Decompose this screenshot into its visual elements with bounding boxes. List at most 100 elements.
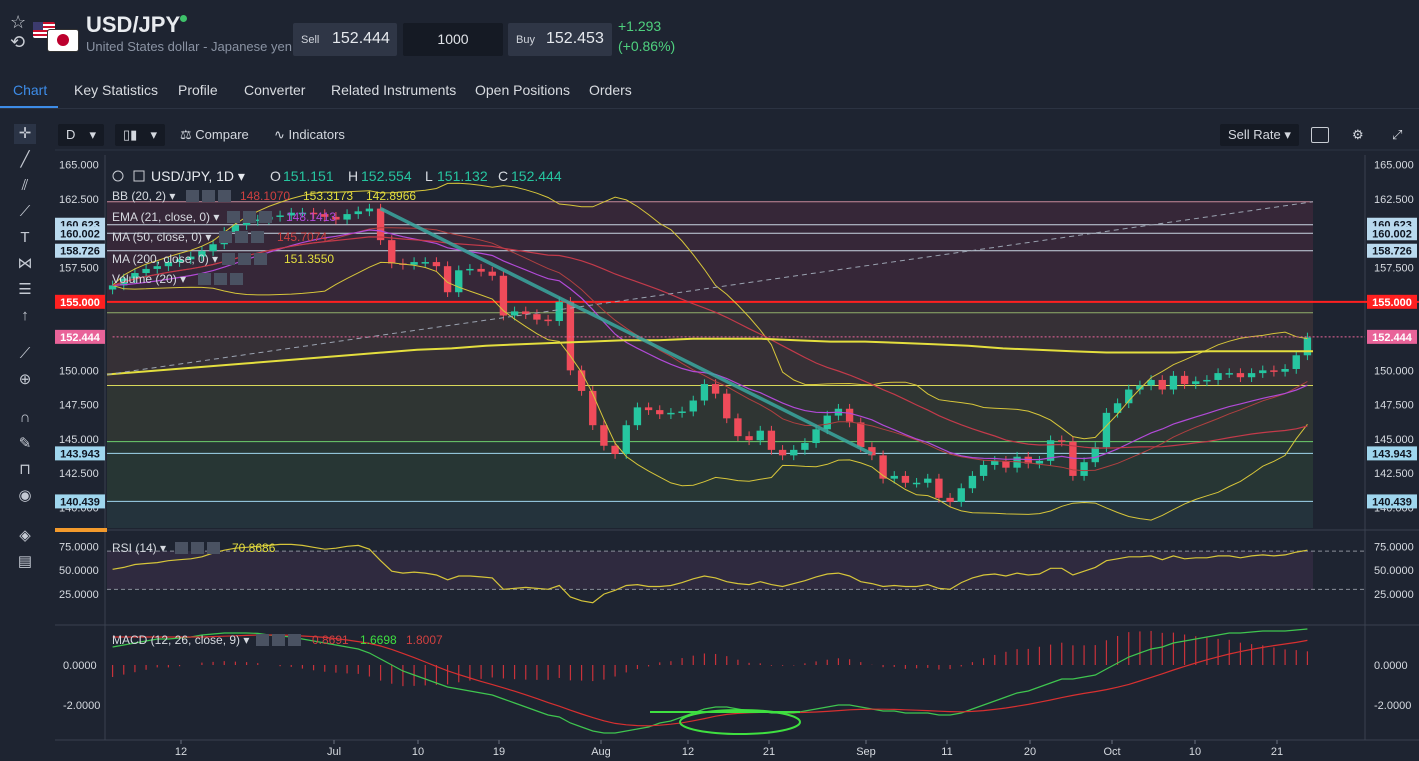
candle-body [198,251,206,257]
candle-body [790,449,798,456]
y-axis-label-left: 165.000 [59,160,99,172]
sell-label: Sell [301,34,320,46]
y-axis-label-left: 157.500 [59,263,99,275]
candle-body [287,212,295,216]
x-axis-label: 10 [412,746,424,758]
trash-icon[interactable]: ▤ [17,553,33,570]
fullscreen-frame-icon[interactable] [1311,127,1329,143]
tab-open-positions[interactable]: Open Positions [475,82,570,98]
candle-body [1192,381,1200,385]
tab-related-instruments[interactable]: Related Instruments [331,82,457,98]
sell-price: 152.444 [332,30,390,47]
candle-body [689,400,697,412]
legend-ema-label: EMA (21, close, 0) ▾ [112,210,219,224]
macd-axis-label-right: -2.0000 [1374,700,1411,712]
crosshair-icon[interactable]: ✛ [14,124,36,144]
favorite-star-icon[interactable]: ☆ ⟲ [10,12,27,52]
candle-body [756,430,764,441]
interval-value: D [66,127,76,142]
candle-body [1002,460,1010,468]
candle-body [979,464,988,476]
expand-icon[interactable]: ⤢ [1392,127,1403,142]
ruler-icon[interactable]: ⟋ [19,345,31,362]
fib-icon[interactable]: ⫽ [21,177,29,194]
legend-close-label: C [498,168,508,184]
ma200-line [106,337,1313,376]
active-tab-indicator [0,106,58,108]
candle-body [499,275,508,316]
price-tag-left [55,446,105,461]
macd-axis-label-left: 0.0000 [63,660,97,672]
legend-bb-value: 142.8966 [366,189,416,203]
candle-body [533,314,541,320]
tab-converter[interactable]: Converter [244,82,306,98]
candle-body [901,475,910,483]
candle-body [812,429,820,444]
interval-select[interactable]: D ▾ [58,124,104,146]
measure-icon[interactable]: ☰ [18,281,32,298]
tab-orders[interactable]: Orders [589,82,632,98]
buy-button[interactable]: Buy 152.453 [508,23,612,56]
zoom-icon[interactable]: ⊕ [18,371,32,388]
legend-volume-action-icon [230,273,243,285]
pitchfork-icon[interactable]: ⟋ [19,203,31,220]
candle-body [477,268,485,272]
legend-open-label: O [270,168,281,184]
candle-body [700,384,709,401]
candle-body [209,244,217,252]
price-tag-right [1367,446,1417,461]
layers-icon[interactable]: ◈ [19,527,31,544]
compare-button[interactable]: ⚖ Compare [180,124,249,146]
tab-bar: Chart Key Statistics Profile Converter R… [0,72,1419,109]
macd-signal-line [112,634,1308,727]
candle-body [175,259,184,263]
legend-ema-action-icon [227,211,240,223]
candle-body [991,460,999,465]
magnet-icon[interactable]: ∩ [19,409,31,426]
legend-low-label: L [425,168,433,184]
y-axis-label-left: 145.000 [59,434,99,446]
quantity-input[interactable]: 1000 [403,23,503,56]
drawing-toolbar: ✛ ╱ ⫽ ⟋ T ⋈ ☰ ↑ ⟋ ⊕ ∩ ✎ ⊓ ◉ ◈ ▤ [0,118,50,578]
candle-body [1203,379,1211,382]
price-tag-label-right: 160.002 [1372,228,1412,240]
candle-body [332,216,340,220]
text-icon[interactable]: T [20,229,30,246]
macd-line [112,628,1308,734]
candle-body [354,211,362,215]
legend-close-value: 152.444 [511,168,562,184]
price-tag-label-left: 158.726 [60,246,100,258]
tab-key-statistics[interactable]: Key Statistics [74,82,159,98]
candle-body [1013,456,1021,468]
legend-bb-label: BB (20, 2) ▾ [112,189,175,203]
x-axis-label: 12 [682,746,694,758]
candle-body [857,422,865,448]
candle-body [1270,370,1278,372]
chevron-down-icon: ▾ [150,127,157,142]
candle-body [388,240,396,264]
candle-body [321,214,329,217]
lock-drawing-icon[interactable]: ✎ [18,435,32,452]
settings-gear-icon[interactable]: ⚙ [1352,127,1364,142]
rate-select[interactable]: Sell Rate ▾ [1220,124,1299,146]
candle-body [589,390,597,426]
lock-icon[interactable]: ⊓ [19,461,31,478]
x-axis-label: 21 [1271,746,1283,758]
tab-chart[interactable]: Chart [13,82,48,98]
legend-bb-action-icon [202,190,215,202]
level-band [107,441,1313,502]
chart-type-select[interactable]: ▯▮ ▾ [115,124,165,146]
price-tag-left [55,243,105,258]
price-tag-left [55,294,105,309]
arrow-up-icon[interactable]: ↑ [21,307,29,324]
trend-line-icon[interactable]: ╱ [20,151,30,168]
candle-body [432,262,441,267]
eye-icon[interactable]: ◉ [18,487,32,504]
indicators-button[interactable]: ∿ Indicators [274,124,345,146]
legend-high-label: H [348,168,358,184]
pane-divider-left[interactable] [55,528,107,532]
pattern-icon[interactable]: ⋈ [17,255,33,272]
sell-button[interactable]: Sell 152.444 [293,23,397,56]
tab-profile[interactable]: Profile [178,82,218,98]
